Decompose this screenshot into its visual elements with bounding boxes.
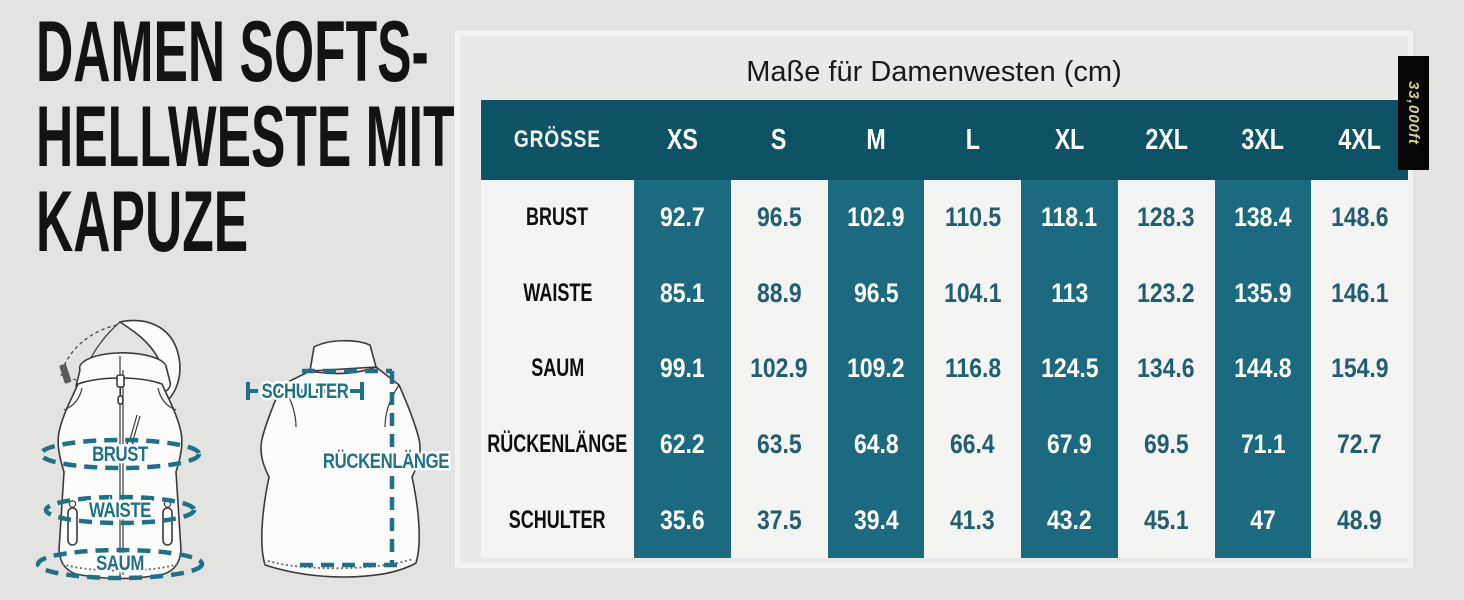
value-rueckenlaenge-4xl: 72.7: [1337, 429, 1382, 460]
value-brust-l: 110.5: [944, 202, 1001, 233]
value-rueckenlaenge-s: 63.5: [756, 429, 802, 460]
value-saum-2xl: 134.6: [1137, 353, 1195, 384]
brust-label: BRUST: [92, 443, 149, 466]
value-schulter-xs: 35.6: [634, 482, 731, 558]
value-brust-2xl: 128.3: [1137, 202, 1195, 233]
value-brust-3xl: 138.4: [1214, 180, 1312, 256]
value-rueckenlaenge-m: 64.8: [827, 406, 925, 483]
value-saum-s: 102.9: [750, 353, 808, 384]
value-schulter-2xl: 45.1: [1143, 504, 1189, 535]
right-pocket-zip: [162, 507, 173, 546]
header-cell-3xl: 3XL: [1214, 100, 1312, 180]
header-cell-m: M: [827, 100, 925, 180]
value-schulter-3xl: 47: [1214, 482, 1312, 558]
brand-label: 33,000ft: [1405, 81, 1422, 145]
saum-measure-line: [35, 547, 205, 581]
header-cell-2xl: 2XL: [1117, 100, 1215, 180]
header-cell-groesse: GRÖSSE: [481, 100, 634, 180]
vest-front-illustration: BRUST WAISTE SAUM: [35, 319, 205, 581]
value-schulter-m: 39.4: [827, 482, 925, 558]
row-label-saum: SAUM: [530, 354, 584, 383]
rueckenlaenge-label: RÜCKENLÄNGE: [323, 450, 449, 473]
value-waiste-2xl: 123.2: [1137, 277, 1195, 308]
size-chart-panel: Maße für Damenwesten (cm) GRÖSSE XS S M …: [455, 31, 1413, 568]
value-waiste-4xl: 146.1: [1330, 277, 1389, 308]
schulter-label: SCHULTER: [262, 380, 350, 403]
header-cell-xs: XS: [634, 100, 731, 180]
value-saum-m: 109.2: [827, 331, 925, 407]
value-waiste-3xl: 135.9: [1214, 255, 1312, 332]
value-saum-xs: 99.1: [634, 331, 731, 407]
value-brust-xs: 92.7: [634, 180, 731, 256]
saum-label: SAUM: [96, 552, 144, 575]
value-brust-4xl: 148.6: [1330, 202, 1389, 233]
row-label-brust: BRUST: [526, 203, 589, 232]
header-cell-s: S: [730, 100, 828, 180]
waiste-measure-line: [43, 494, 197, 526]
value-rueckenlaenge-l: 66.4: [950, 429, 995, 460]
vest-back-illustration: SCHULTER RÜCKENLÄNGE: [246, 339, 452, 578]
row-label-rueckenlaenge: RÜCKENLÄNGE: [487, 430, 628, 459]
value-waiste-l: 104.1: [943, 277, 1002, 308]
back-collar: [309, 339, 377, 372]
header-cell-xl: XL: [1021, 100, 1118, 180]
zipper-slider: [116, 374, 125, 388]
value-brust-xl: 118.1: [1021, 180, 1118, 256]
value-rueckenlaenge-xl: 67.9: [1021, 406, 1118, 483]
page-title-line-2: HELLWESTE MIT: [36, 89, 455, 185]
value-waiste-s: 88.9: [756, 277, 802, 308]
value-saum-l: 116.8: [944, 353, 1001, 384]
hood-toggle: [59, 363, 72, 384]
size-table: GRÖSSE XS S M L XL 2XL 3XL 4XL BRUST 92.…: [481, 100, 1408, 558]
value-rueckenlaenge-3xl: 71.1: [1214, 406, 1312, 483]
value-schulter-l: 41.3: [950, 504, 995, 535]
value-waiste-xs: 85.1: [634, 255, 731, 332]
header-cell-4xl: 4XL: [1311, 100, 1408, 180]
value-waiste-xl: 113: [1021, 255, 1118, 332]
back-body: [260, 366, 421, 578]
value-saum-3xl: 144.8: [1214, 331, 1312, 407]
value-rueckenlaenge-xs: 62.2: [634, 406, 731, 483]
value-schulter-xl: 43.2: [1021, 482, 1118, 558]
value-brust-s: 96.5: [756, 202, 802, 233]
value-schulter-4xl: 48.9: [1337, 504, 1382, 535]
value-schulter-s: 37.5: [756, 504, 802, 535]
value-waiste-m: 96.5: [827, 255, 925, 332]
value-brust-m: 102.9: [827, 180, 925, 256]
page-title-line-3: KAPUZE: [36, 174, 249, 270]
brand-badge: 33,000ft: [1398, 56, 1429, 170]
table-title: Maße für Damenwesten (cm): [746, 56, 1122, 88]
value-rueckenlaenge-2xl: 69.5: [1143, 429, 1189, 460]
waiste-label: WAISTE: [89, 499, 151, 522]
page-title: DAMEN SOFTS- HELLWESTE MIT KAPUZE: [36, 4, 455, 270]
left-pocket-zip: [67, 507, 78, 546]
header-cell-l: L: [924, 100, 1021, 180]
page-title-line-1: DAMEN SOFTS-: [36, 4, 429, 100]
value-saum-xl: 124.5: [1021, 331, 1118, 407]
brust-measure-line: [38, 437, 202, 471]
row-label-schulter: SCHULTER: [509, 505, 606, 534]
value-saum-4xl: 154.9: [1330, 353, 1389, 384]
row-label-waiste: WAISTE: [522, 278, 593, 307]
